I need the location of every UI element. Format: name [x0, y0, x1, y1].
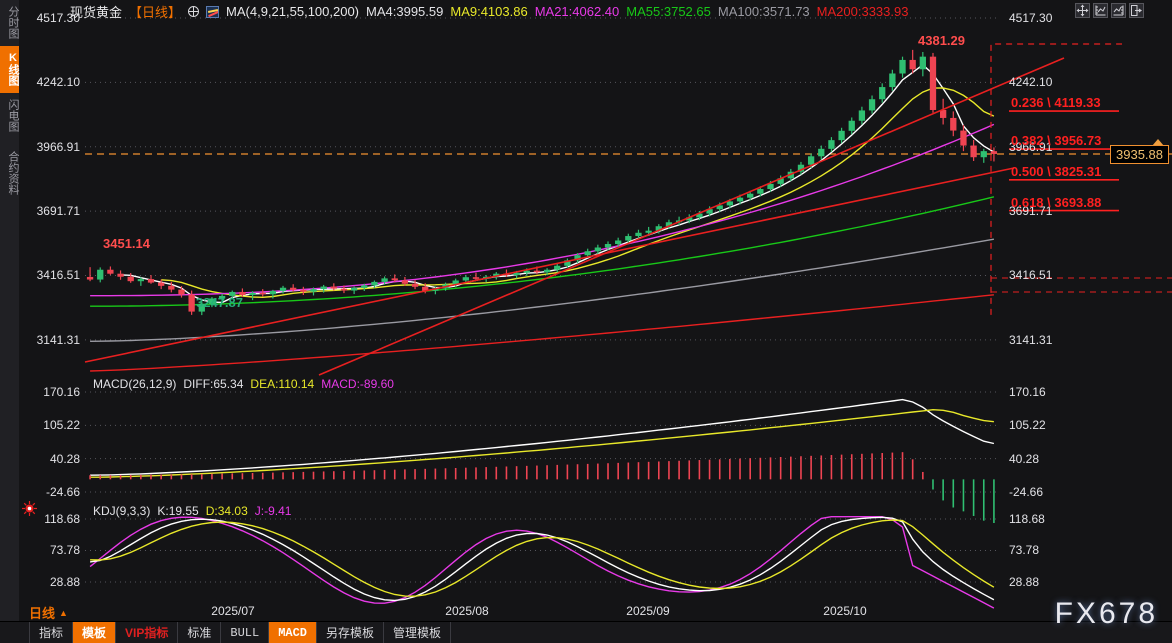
macd-dea-value: DEA:110.14	[250, 377, 315, 391]
ma9-value: MA9:4103.86	[450, 4, 528, 19]
price-axis-left-1: 4242.10	[36, 75, 80, 90]
time-axis-label-3: 2025/10	[823, 604, 867, 618]
period-high-annotation: 4381.29	[918, 33, 965, 48]
toolbar-vip-indicator[interactable]: VIP指标	[116, 622, 179, 643]
macd-axis-left-1: 105.22	[43, 418, 80, 433]
right-scale-tool-button[interactable]	[1111, 3, 1126, 18]
sidebar-item-kline-chart[interactable]: K线图	[0, 46, 19, 93]
kdj-j-value: J:-9.41	[254, 504, 292, 518]
macd-macd-value: MACD:-89.60	[321, 377, 394, 391]
macd-axis-right-2: 40.28	[1009, 451, 1040, 466]
left-scale-tool-button[interactable]	[1093, 3, 1108, 18]
site-watermark: FX678	[1054, 597, 1158, 630]
kdj-d-value: D:34.03	[205, 504, 248, 518]
fib-level-label-1: 0.382 \ 3956.73	[1011, 133, 1102, 149]
price-axis-right-4: 3416.51	[1009, 268, 1053, 283]
period-indicator[interactable]: 日线 ▲	[29, 603, 68, 622]
macd-axis-right-0: 170.16	[1009, 385, 1046, 399]
chart-legend: 现货黄金 【日线】 MA(4,9,21,55,100,200) MA4:3995…	[70, 3, 908, 20]
price-axis-right-2: 3966.91	[1009, 139, 1053, 154]
swing-low-annotation: 3247.87	[196, 295, 243, 310]
macd-params-label: MACD(26,12,9)	[93, 377, 177, 391]
crosshair-circle-icon[interactable]	[188, 6, 200, 17]
toolbar-template[interactable]: 模板	[73, 622, 117, 643]
macd-axis-right-3: -24.66	[1009, 485, 1044, 499]
price-axis-left-5: 3141.31	[36, 332, 80, 347]
fib-level-label-3: 0.618 \ 3693.88	[1011, 194, 1102, 210]
kdj-axis-left-2: 28.88	[49, 574, 80, 589]
ma55-value: MA55:3752.65	[626, 4, 711, 19]
price-axis-right-0: 4517.30	[1009, 11, 1053, 25]
price-axis-left-4: 3416.51	[36, 268, 80, 283]
fib-level-label-2: 0.500 \ 3825.31	[1011, 163, 1102, 179]
sidebar-item-contract-info[interactable]: 合约资料	[7, 151, 19, 195]
macd-axis-left-2: 40.28	[49, 451, 80, 466]
price-axis-right-5: 3141.31	[1009, 332, 1053, 347]
kdj-axis-right-1: 73.78	[1009, 543, 1040, 558]
ma21-value: MA21:4062.40	[534, 4, 620, 19]
time-axis-label-2: 2025/09	[626, 604, 670, 618]
kdj-params-label: KDJ(9,3,3)	[93, 504, 151, 518]
price-axis-left-0: 4517.30	[36, 11, 80, 25]
kdj-axis-right-2: 28.88	[1009, 574, 1040, 589]
kdj-axis-left-1: 73.78	[49, 543, 80, 558]
time-axis-label-0: 2025/07	[211, 604, 255, 618]
toolbar-indicator[interactable]: 指标	[29, 622, 74, 643]
toolbar-macd[interactable]: MACD	[269, 622, 318, 643]
sidebar-item-time-chart[interactable]: 分时图	[7, 6, 19, 39]
line-chart-icon[interactable]	[206, 5, 220, 18]
last-price-tag: 3935.88	[1110, 144, 1169, 164]
fib-level-label-0: 0.236 \ 4119.33	[1011, 95, 1101, 111]
macd-axis-right-1: 105.22	[1009, 418, 1046, 433]
ma4-value: MA4:3995.59	[366, 4, 444, 19]
price-axis-right-3: 3691.71	[1009, 204, 1053, 219]
ma-params-label: MA(4,9,21,55,100,200)	[226, 4, 360, 19]
toolbar-standard[interactable]: 标准	[178, 622, 222, 643]
time-axis: 2025/07 2025/08 2025/09 2025/10	[19, 602, 1172, 622]
macd-axis-left-3: -24.66	[45, 485, 80, 499]
kdj-axis-left-0: 118.68	[44, 512, 80, 526]
macd-diff-value: DIFF:65.34	[183, 377, 244, 391]
sidebar-item-lightning-chart[interactable]: 闪电图	[7, 99, 19, 132]
chart-canvas[interactable]	[19, 0, 1172, 643]
price-tag-arrow	[1152, 138, 1164, 146]
exit-tool-button[interactable]	[1129, 3, 1144, 18]
time-axis-label-1: 2025/08	[445, 604, 489, 618]
bottom-toolbar: 指标 模板 VIP指标 标准 BULL MACD 另存模板 管理模板	[0, 621, 1172, 643]
symbol-name: 现货黄金	[70, 5, 123, 20]
period-indicator-label: 日线	[29, 606, 56, 621]
price-axis-left-3: 3691.71	[36, 204, 80, 219]
price-axis-right-1: 4242.10	[1009, 75, 1053, 90]
chart-surface[interactable]	[19, 0, 1172, 643]
toolbar-save-template[interactable]: 另存模板	[317, 622, 385, 643]
kdj-panel-title: KDJ(9,3,3) K:19.55 D:34.03 J:-9.41	[93, 504, 291, 518]
ma200-value: MA200:3333.93	[816, 4, 909, 19]
toolbar-manage-template[interactable]: 管理模板	[384, 622, 452, 643]
kdj-axis-right-0: 118.68	[1009, 512, 1045, 526]
kdj-k-value: K:19.55	[157, 504, 199, 518]
macd-axis-left-0: 170.16	[43, 385, 80, 399]
alert-sun-icon[interactable]	[22, 501, 37, 516]
macd-panel-title: MACD(26,12,9) DIFF:65.34 DEA:110.14 MACD…	[93, 377, 394, 391]
price-axis-left-2: 3966.91	[36, 139, 80, 154]
period-up-arrow-icon: ▲	[59, 607, 68, 618]
left-sidebar: 分时图 K线图 闪电图 合约资料	[0, 0, 19, 643]
period-label[interactable]: 【日线】	[129, 5, 182, 20]
crosshair-tool-button[interactable]	[1075, 3, 1090, 18]
chart-tool-buttons	[1075, 3, 1144, 18]
ma100-value: MA100:3571.73	[717, 4, 810, 19]
toolbar-bull[interactable]: BULL	[221, 622, 270, 643]
last-price-value: 3935.88	[1116, 146, 1163, 162]
swing-high-annotation: 3451.14	[103, 236, 150, 251]
